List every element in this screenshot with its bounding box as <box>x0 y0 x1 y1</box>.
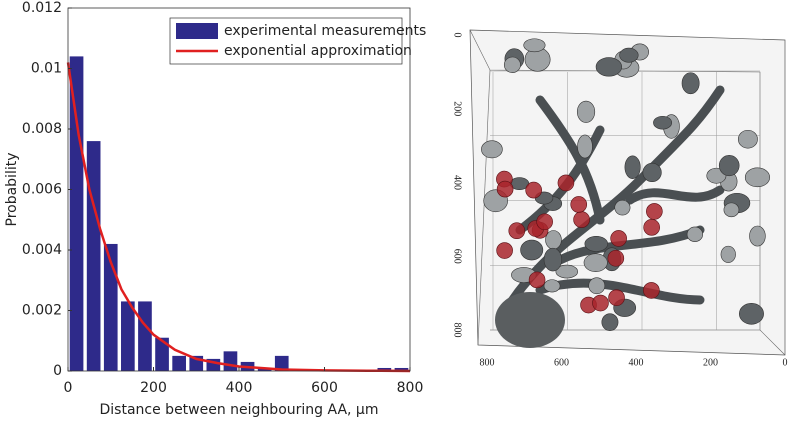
cell <box>737 129 758 149</box>
bar <box>103 243 118 371</box>
y-tick-label: 0.006 <box>22 182 62 198</box>
x-tick-label: 800 <box>480 357 495 368</box>
bar <box>121 301 135 371</box>
marked-cell <box>643 219 660 236</box>
x-tick-label: 800 <box>397 380 424 396</box>
x-tick-label: 600 <box>311 380 338 396</box>
bar <box>155 337 169 371</box>
bar <box>394 367 409 371</box>
cell <box>738 303 764 325</box>
vessel-base <box>495 292 565 348</box>
y-tick-label: 0.004 <box>22 242 62 258</box>
cell <box>576 100 596 123</box>
y-tick-label: 0.012 <box>22 0 62 16</box>
bar <box>86 141 101 371</box>
marked-cell <box>570 196 588 213</box>
marked-cell <box>528 271 546 289</box>
bar <box>138 301 152 371</box>
cell <box>686 226 704 242</box>
cell <box>520 239 544 261</box>
x-tick-label: 0 <box>64 380 73 396</box>
y-tick-label: 0.01 <box>31 61 62 77</box>
marked-cell <box>536 213 553 231</box>
x-axis-label: Distance between neighbouring AA, µm <box>100 402 379 418</box>
cell <box>624 155 641 179</box>
marked-cell <box>610 230 627 247</box>
cell <box>543 247 562 272</box>
cell <box>601 313 619 331</box>
y-tick-label: 400 <box>452 175 463 190</box>
y-axis-label: Probability <box>4 152 20 226</box>
bar <box>377 367 392 371</box>
cell <box>723 202 740 218</box>
histogram-panel: 0 0.002 0.004 0.006 0.008 0.01 0.012 0 200 400 600… <box>4 0 426 418</box>
vessel <box>555 225 705 265</box>
legend-swatch <box>176 23 218 39</box>
y-tick-label: 0 <box>452 33 463 38</box>
marked-cell <box>557 174 575 192</box>
y-tick-label: 600 <box>452 249 463 264</box>
vessel <box>625 185 725 205</box>
x-tick-label: 600 <box>554 357 569 368</box>
vessel <box>535 95 605 225</box>
y-tick-label: 800 <box>452 323 463 338</box>
cell <box>653 115 673 130</box>
cell <box>545 230 562 250</box>
cell <box>583 253 608 272</box>
cell <box>720 245 736 263</box>
marked-cell <box>496 180 514 198</box>
cell <box>619 47 639 63</box>
y-tick-label: 200 <box>452 101 463 116</box>
cell <box>614 199 631 216</box>
marked-cell <box>525 181 542 199</box>
cell <box>718 155 740 177</box>
cell <box>503 56 521 73</box>
y-tick-label: 0 <box>53 363 62 379</box>
marked-cell <box>643 282 660 299</box>
volume-edge <box>469 29 786 356</box>
cell <box>577 134 593 159</box>
cell <box>588 277 606 295</box>
bar <box>223 351 238 371</box>
x-tick-label: 400 <box>226 380 253 396</box>
marked-cell <box>646 203 663 220</box>
marked-cell <box>573 211 590 228</box>
marked-cell <box>608 289 625 306</box>
y-tick-label: 0.008 <box>22 121 62 137</box>
cell <box>555 264 579 279</box>
cell <box>523 38 546 53</box>
legend-label: exponential approximation <box>224 43 412 59</box>
volume-panel: 0 200 400 600 800 800 600 400 200 0 <box>452 29 788 368</box>
fit-line <box>66 62 411 373</box>
x-tick-label: 200 <box>140 380 167 396</box>
marked-cell <box>508 222 526 240</box>
cell <box>681 72 700 95</box>
y-tick-label: 0.002 <box>22 303 62 319</box>
marked-cell <box>607 249 625 267</box>
x-tick-label: 400 <box>629 357 644 368</box>
cell <box>744 167 770 188</box>
vessel <box>535 278 705 305</box>
bar <box>69 56 84 372</box>
x-tick-label: 200 <box>703 357 718 368</box>
cell <box>749 225 766 247</box>
cell <box>543 279 561 293</box>
legend-label: experimental measurements <box>224 23 426 39</box>
x-tick-label: 0 <box>783 357 788 368</box>
cell <box>584 236 608 252</box>
cell <box>481 140 503 159</box>
cell <box>595 57 623 77</box>
marked-cell <box>496 242 513 259</box>
bar <box>274 355 289 371</box>
marked-cell <box>592 294 609 312</box>
bar <box>172 355 186 371</box>
cell <box>642 162 662 183</box>
volume-edge <box>477 69 491 346</box>
